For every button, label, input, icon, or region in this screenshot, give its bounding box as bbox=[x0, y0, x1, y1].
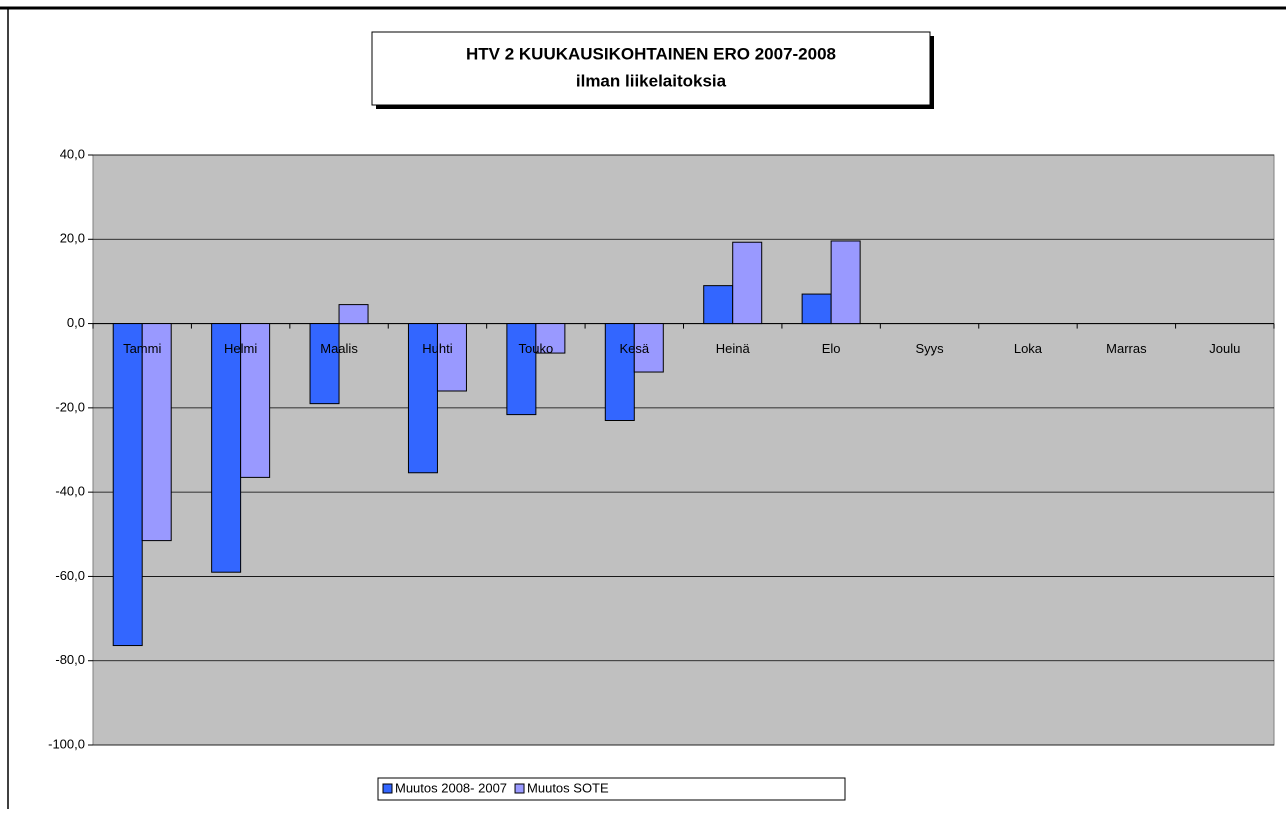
y-tick-label: -40,0 bbox=[55, 484, 85, 499]
title-box bbox=[371, 31, 931, 106]
y-tick-label: -100,0 bbox=[48, 736, 85, 751]
legend-swatch bbox=[514, 783, 525, 794]
x-tick-label: Syys bbox=[915, 341, 944, 356]
y-tick-label: -60,0 bbox=[55, 568, 85, 583]
legend-swatch bbox=[382, 783, 393, 794]
bars bbox=[112, 240, 861, 647]
legend-label: Muutos SOTE bbox=[527, 780, 609, 795]
bar bbox=[112, 323, 143, 647]
y-tick-label: 40,0 bbox=[60, 146, 85, 161]
bar bbox=[703, 285, 734, 325]
bar bbox=[309, 323, 340, 405]
y-tick-label: -80,0 bbox=[55, 652, 85, 667]
x-tick-label: Huhti bbox=[422, 341, 452, 356]
y-tick-label: -20,0 bbox=[55, 399, 85, 414]
bar bbox=[830, 240, 861, 325]
plot-area bbox=[92, 154, 1275, 746]
bar bbox=[407, 323, 438, 474]
y-tick-label: 0,0 bbox=[67, 315, 85, 330]
bar bbox=[604, 323, 635, 422]
bar bbox=[633, 323, 664, 373]
grid bbox=[88, 154, 1275, 746]
x-tick-label: Heinä bbox=[716, 341, 751, 356]
x-tick-label: Joulu bbox=[1209, 341, 1240, 356]
bar bbox=[436, 323, 467, 392]
bar bbox=[535, 323, 566, 354]
x-tick-label: Marras bbox=[1106, 341, 1147, 356]
legend: Muutos 2008- 2007 Muutos SOTE bbox=[382, 780, 609, 795]
legend-label: Muutos 2008- 2007 bbox=[395, 780, 507, 795]
legend-box bbox=[377, 777, 846, 801]
x-tick-label: Tammi bbox=[123, 341, 161, 356]
chart-title: HTV 2 KUUKAUSIKOHTAINEN ERO 2007-2008 bbox=[466, 44, 836, 63]
x-tick-label: Touko bbox=[519, 341, 554, 356]
labels: -100,0 -80,0 -60,0 -40,0 -20,0 0,0 20,0 40,0 Tam… bbox=[48, 146, 1240, 751]
bar bbox=[338, 304, 369, 325]
x-tick-label: Kesä bbox=[619, 341, 649, 356]
chart-subtitle: ilman liikelaitoksia bbox=[576, 71, 727, 90]
x-tick-label: Maalis bbox=[320, 341, 358, 356]
x-tick-label: Helmi bbox=[224, 341, 257, 356]
bar bbox=[506, 323, 537, 416]
bar bbox=[141, 323, 172, 542]
bar bbox=[211, 323, 242, 573]
bar bbox=[732, 241, 763, 325]
bar bbox=[240, 323, 271, 478]
y-tick-label: 20,0 bbox=[60, 231, 85, 246]
x-tick-label: Elo bbox=[822, 341, 841, 356]
bar bbox=[801, 293, 832, 325]
x-tick-label: Loka bbox=[1014, 341, 1043, 356]
